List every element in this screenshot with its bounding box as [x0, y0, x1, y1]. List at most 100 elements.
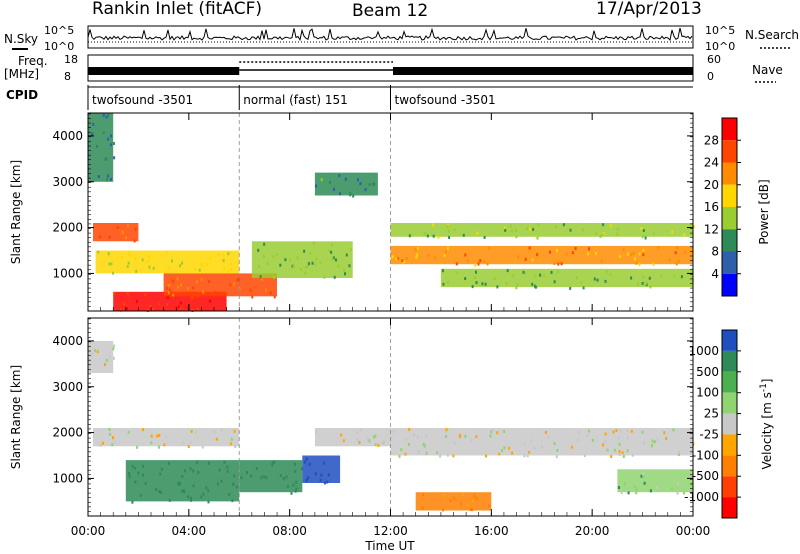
heatmap-cell	[103, 363, 106, 366]
heatmap-cell	[439, 454, 442, 458]
heatmap-cell	[641, 430, 644, 434]
heatmap-cell	[226, 469, 229, 473]
heatmap-cell	[547, 435, 550, 439]
heatmap-cell	[523, 442, 526, 446]
nsky-panel: N.Sky 10^5 10^0 10^5 10^0 N.Search	[4, 24, 799, 53]
heatmap-cell	[108, 355, 111, 359]
heatmap-cell	[464, 277, 467, 280]
heatmap-cell	[461, 493, 464, 496]
heatmap-cell	[553, 262, 556, 265]
heatmap-cell	[638, 252, 641, 256]
heatmap-cell	[471, 285, 474, 289]
heatmap-cell	[168, 288, 171, 292]
heatmap-cell	[168, 498, 171, 502]
heatmap-cell	[642, 441, 645, 445]
heatmap-cell	[673, 274, 676, 278]
heatmap-cell	[216, 482, 219, 486]
heatmap-cell	[176, 277, 179, 281]
heatmap-region	[440, 268, 693, 288]
heatmap-cell	[207, 500, 210, 504]
heatmap-cell	[652, 232, 655, 236]
heatmap-cell	[190, 296, 193, 300]
colorbar-tick-label: -100	[692, 448, 719, 462]
heatmap-cell	[326, 480, 329, 484]
heatmap-cell	[674, 251, 677, 255]
heatmap-cell	[152, 308, 155, 311]
heatmap-cell	[485, 454, 487, 458]
heatmap-cell	[665, 437, 668, 440]
heatmap-cell	[455, 271, 458, 275]
heatmap-cell	[111, 443, 114, 447]
heatmap-cell	[675, 262, 678, 266]
heatmap-cell	[642, 275, 645, 279]
heatmap-cell	[97, 175, 100, 178]
heatmap-cell	[157, 445, 160, 449]
colorbar-swatch	[722, 229, 737, 252]
heatmap-cell	[214, 290, 217, 294]
heatmap-cell	[487, 504, 490, 508]
heatmap-cell	[230, 262, 233, 266]
heatmap-cell	[330, 250, 333, 254]
heatmap-cell	[246, 471, 248, 474]
heatmap-cell	[108, 262, 111, 266]
heatmap-cell	[616, 232, 619, 236]
heatmap-cell	[201, 445, 204, 449]
heatmap-cell	[113, 441, 116, 445]
heatmap-cell	[433, 256, 436, 260]
heatmap-cell	[309, 251, 312, 255]
heatmap-cell	[422, 442, 425, 446]
heatmap-cell	[578, 431, 580, 435]
heatmap-cell	[524, 257, 527, 261]
colorbar-frame	[721, 329, 738, 519]
heatmap-cell	[265, 288, 268, 292]
heatmap-cell	[348, 264, 351, 268]
heatmap-cell	[602, 223, 605, 227]
heatmap-region	[390, 223, 693, 237]
heatmap-cell	[640, 227, 643, 231]
heatmap-cell	[466, 259, 469, 263]
heatmap-cell	[616, 228, 619, 232]
colorbar-tick-label: -500	[692, 469, 719, 483]
heatmap-cell	[222, 254, 225, 258]
velocity-ylabel: Slant Range [km]	[9, 365, 23, 469]
heatmap-cell	[464, 253, 467, 257]
heatmap-cell	[323, 275, 326, 279]
heatmap-cell	[202, 492, 205, 496]
heatmap-cell	[582, 228, 584, 232]
heatmap-cell	[156, 434, 159, 438]
heatmap-cell	[263, 242, 266, 246]
heatmap-cell	[593, 277, 596, 281]
heatmap-cell	[196, 460, 199, 464]
x-tick-label: 20:00	[575, 524, 610, 538]
heatmap-cell	[187, 445, 190, 449]
heatmap-cell	[166, 303, 169, 307]
heatmap-region	[314, 428, 391, 447]
heatmap-cell	[627, 491, 630, 495]
heatmap-cell	[536, 253, 539, 257]
heatmap-cell	[604, 432, 607, 436]
nsky-label: N.Sky	[4, 32, 38, 46]
heatmap-cell	[396, 257, 399, 261]
heatmap-cell	[377, 444, 380, 447]
heatmap-cell	[99, 235, 102, 239]
heatmap-cell	[415, 255, 418, 259]
heatmap-region	[95, 250, 240, 274]
heatmap-cell	[284, 258, 287, 262]
heatmap-cell	[630, 276, 633, 280]
heatmap-cell	[142, 464, 144, 468]
heatmap-cell	[303, 460, 306, 464]
heatmap-cell	[314, 262, 317, 266]
heatmap-cell	[442, 494, 445, 498]
heatmap-cell	[107, 252, 110, 256]
heatmap-cell	[122, 302, 125, 306]
heatmap-cell	[233, 429, 236, 433]
heatmap-cell	[273, 276, 275, 279]
heatmap-cell	[137, 471, 140, 475]
heatmap-cell	[640, 474, 643, 478]
heatmap-cell	[96, 350, 99, 354]
heatmap-cell	[312, 241, 315, 245]
heatmap-cell	[432, 223, 435, 227]
heatmap-cell	[618, 486, 620, 489]
heatmap-cell	[240, 476, 243, 480]
heatmap-cell	[135, 269, 138, 273]
